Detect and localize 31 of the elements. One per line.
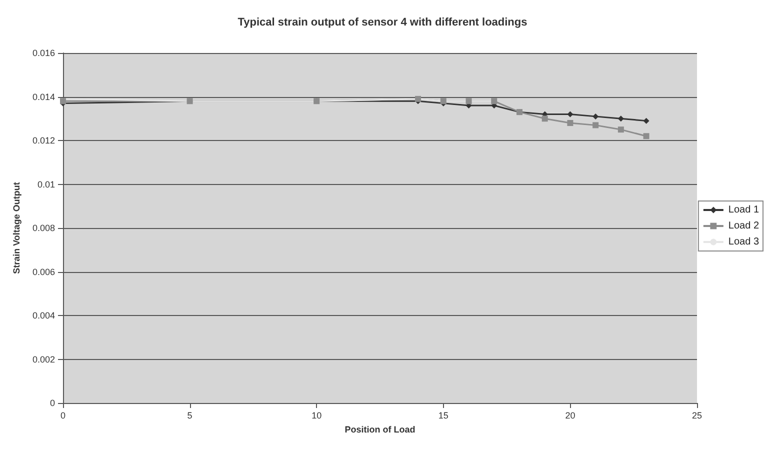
point <box>643 133 650 140</box>
point <box>415 96 422 102</box>
x-tick-label: 0 <box>60 410 66 420</box>
x-tick-label: 25 <box>692 410 702 420</box>
y-tick-label: 0.006 <box>32 266 55 277</box>
y-tick-label: 0.008 <box>32 223 55 233</box>
chart-title: Typical strain output of sensor 4 with different loadings <box>238 16 528 28</box>
y-tick-label: 0.01 <box>37 179 55 190</box>
y-tick-label: 0.012 <box>32 136 55 146</box>
y-tick-label: 0.014 <box>32 92 55 102</box>
y-tick-label: 0.016 <box>32 48 55 58</box>
point <box>592 122 599 128</box>
legend-label: Load 1 <box>728 204 760 216</box>
y-axis-title: Strain Voltage Output <box>12 182 22 274</box>
point <box>542 116 548 122</box>
x-tick-label: 15 <box>438 410 448 420</box>
point <box>643 118 650 124</box>
x-axis-title: Position of Load <box>344 424 416 434</box>
x-tick-label: 5 <box>187 410 192 420</box>
legend-label: Load 2 <box>728 220 760 232</box>
y-tick-label: 0.002 <box>32 354 55 364</box>
y-tick-label: 0.004 <box>32 310 55 320</box>
x-tick-label: 20 <box>565 410 576 420</box>
y-tick-label: 0 <box>50 398 55 408</box>
point <box>618 116 624 122</box>
point <box>618 126 624 133</box>
point <box>491 98 498 104</box>
point <box>466 98 472 104</box>
legend-label: Load 3 <box>728 236 760 248</box>
x-tick-label: 10 <box>312 410 322 420</box>
point <box>567 120 574 126</box>
